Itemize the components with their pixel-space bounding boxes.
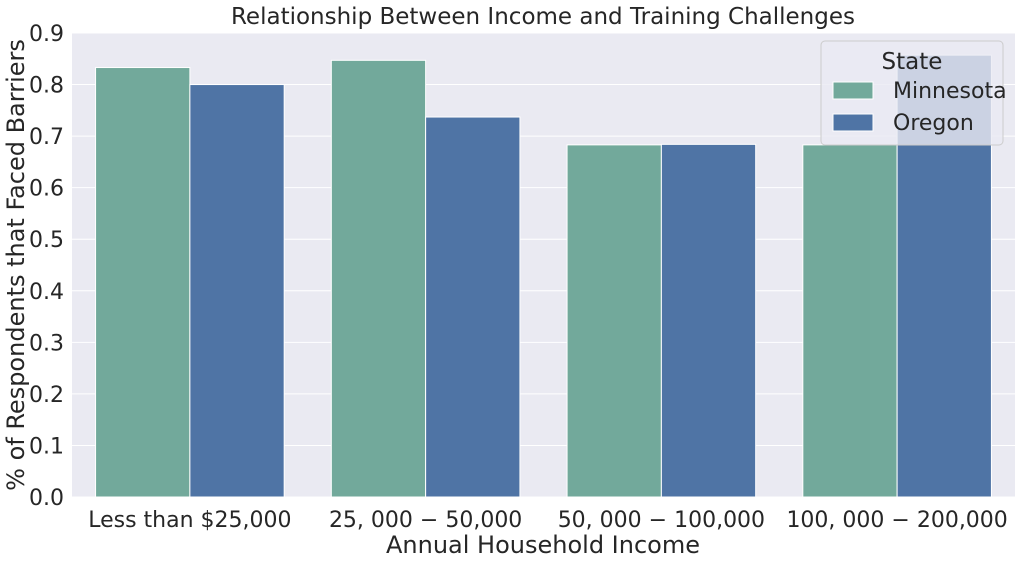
legend-swatch-oregon	[832, 113, 874, 132]
bar-minnesota	[802, 144, 898, 498]
y-tick-label: 0.5	[29, 228, 64, 253]
y-tick-label: 0.2	[29, 383, 64, 408]
chart-title: Relationship Between Income and Training…	[231, 4, 855, 30]
bar-minnesota	[566, 144, 662, 498]
x-tick-label: 100, 000 − 200,000	[786, 508, 1007, 533]
y-tick-label: 0.0	[29, 486, 64, 511]
y-tick-label: 0.7	[29, 125, 64, 150]
y-tick-label: 0.3	[29, 331, 64, 356]
y-axis-label: % of Respondents that Faced Barriers	[2, 39, 30, 491]
bar-oregon	[189, 84, 285, 498]
legend: State Minnesota Oregon	[820, 40, 1007, 146]
y-tick-label: 0.8	[29, 74, 64, 99]
bar-minnesota	[330, 59, 427, 498]
bar-oregon	[425, 116, 521, 498]
bar-minnesota	[95, 67, 191, 498]
y-tick-labels: 0.0 0.1 0.2 0.3 0.4 0.5 0.6 0.7 0.8 0.9	[29, 22, 64, 511]
x-tick-label: 25, 000 − 50,000	[329, 508, 522, 533]
bar-oregon	[660, 143, 757, 498]
y-tick-label: 0.4	[29, 280, 64, 305]
legend-title: State	[882, 49, 943, 75]
bars	[95, 54, 992, 498]
y-tick-label: 0.9	[29, 22, 64, 47]
y-tick-label: 0.6	[29, 177, 64, 202]
x-tick-label: Less than $25,000	[88, 508, 291, 533]
legend-label-minnesota: Minnesota	[893, 79, 1007, 104]
legend-swatch-minnesota	[832, 81, 874, 100]
x-tick-label: 50, 000 − 100,000	[558, 508, 765, 533]
x-tick-labels: Less than $25,000 25, 000 − 50,000 50, 000…	[88, 508, 1008, 533]
y-tick-label: 0.1	[29, 434, 64, 459]
legend-label-oregon: Oregon	[893, 111, 974, 136]
x-axis-label: Annual Household Income	[386, 531, 700, 559]
